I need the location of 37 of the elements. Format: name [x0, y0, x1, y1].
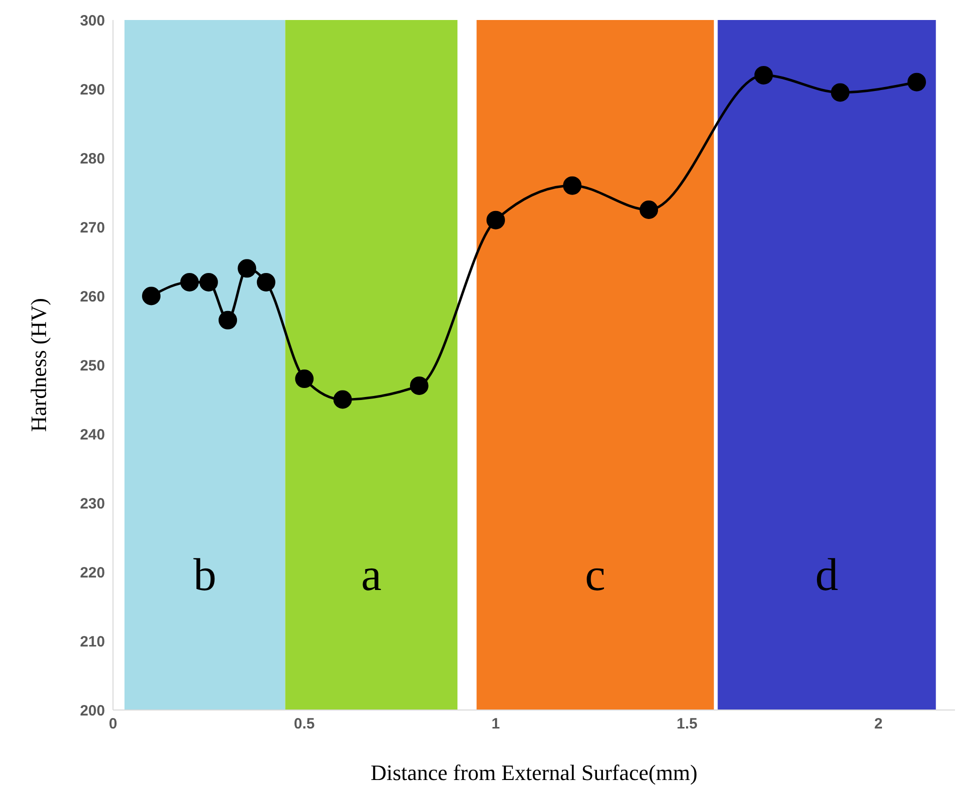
- point: [199, 272, 218, 292]
- x-tick-label: 0.5: [294, 716, 315, 733]
- point: [218, 310, 238, 330]
- point: [333, 390, 352, 409]
- x-tick-label: 1.5: [676, 716, 698, 733]
- y-tick-label: 270: [80, 219, 105, 236]
- point: [256, 272, 276, 292]
- band-label: d: [815, 549, 838, 600]
- y-tick-label: 210: [80, 633, 105, 650]
- point: [410, 376, 428, 395]
- band-label: a: [361, 549, 382, 600]
- y-tick-label: 200: [80, 702, 105, 720]
- y-tick-label: 220: [80, 564, 105, 582]
- point: [640, 200, 658, 219]
- x-tick-label: 0: [108, 716, 118, 733]
- x-tick-label: 1: [492, 716, 500, 733]
- y-axis-title: Hardness (HV): [26, 298, 51, 432]
- x-tick-label: 2: [874, 716, 883, 733]
- point: [180, 272, 199, 292]
- point: [238, 259, 256, 278]
- band-label: b: [193, 549, 216, 600]
- point: [295, 370, 314, 388]
- y-tick-label: 280: [80, 150, 105, 168]
- point: [830, 83, 850, 102]
- y-tick-label: 290: [80, 81, 105, 98]
- y-tick-label: 260: [80, 288, 105, 306]
- point: [563, 176, 582, 195]
- point: [486, 210, 505, 230]
- y-tick-label: 230: [80, 495, 105, 512]
- band-label: c: [585, 549, 606, 600]
- y-tick-label: 240: [80, 426, 105, 444]
- point: [754, 66, 773, 84]
- y-tick-label: 300: [80, 12, 105, 30]
- point: [907, 72, 926, 92]
- point: [142, 286, 161, 306]
- x-axis-title: Distance from External Surface(mm): [370, 760, 698, 785]
- y-tick-label: 250: [80, 357, 105, 374]
